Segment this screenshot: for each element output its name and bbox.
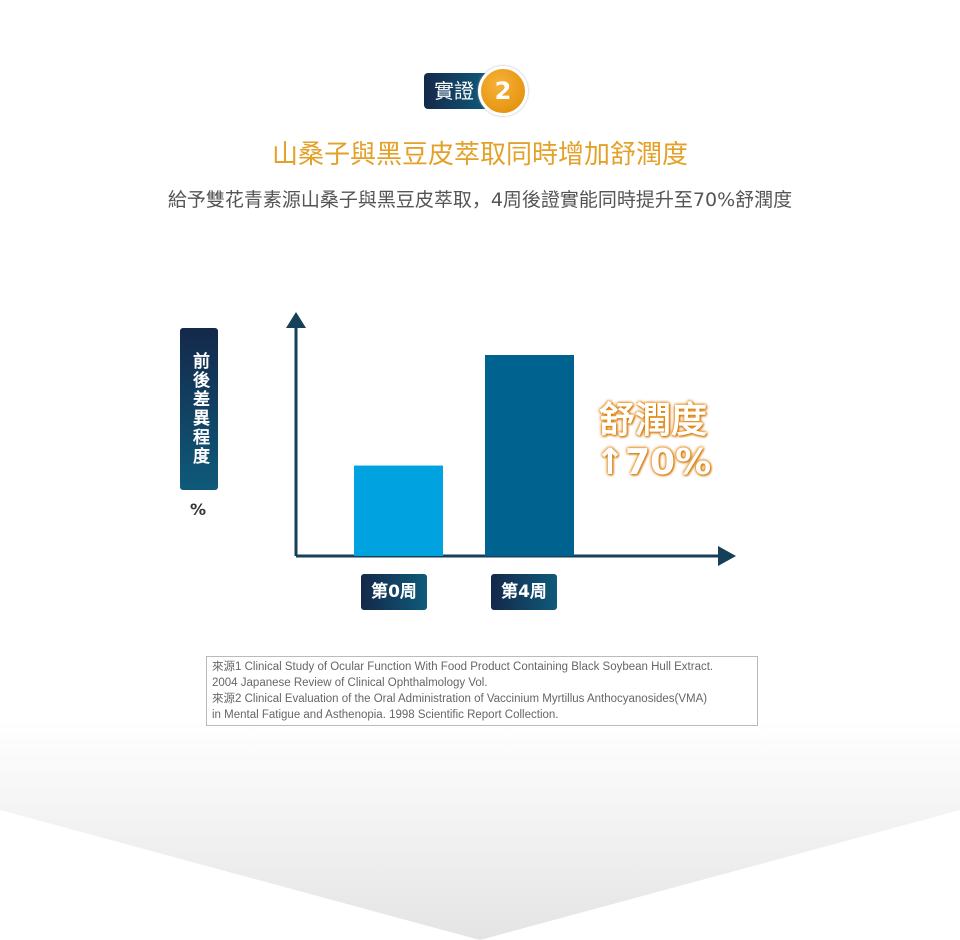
- reference-line: 來源2 Clinical Evaluation of the Oral Admi…: [212, 693, 708, 705]
- page-title: 山桑子與黑豆皮萃取同時增加舒潤度: [271, 140, 688, 170]
- y-axis-arrow: [286, 312, 306, 328]
- badge-label: 實證: [424, 73, 488, 109]
- chart-annotation: 舒潤度 ↑70%: [588, 400, 718, 484]
- evidence-badge: 實證 2: [424, 66, 528, 116]
- annotation-line2: ↑70%: [594, 442, 712, 483]
- y-axis-label: 前後差異程度: [180, 328, 218, 490]
- reference-line: in Mental Fatigue and Asthenopia. 1998 S…: [212, 709, 559, 721]
- x-tick-week4: 第4周: [491, 574, 557, 610]
- reference-line: 2004 Japanese Review of Clinical Ophthal…: [212, 677, 488, 689]
- reference-line: 來源1 Clinical Study of Ocular Function Wi…: [212, 661, 714, 673]
- annotation-line1: 舒潤度: [598, 400, 707, 441]
- x-axis-arrow: [718, 546, 736, 566]
- bar-0: [354, 465, 443, 556]
- y-axis-unit: %: [190, 500, 207, 519]
- x-tick-week0: 第0周: [361, 574, 427, 610]
- bar-1: [485, 355, 574, 556]
- page-subtitle: 給予雙花青素源山桑子與黑豆皮萃取，4周後證實能同時提升至70%舒潤度: [167, 189, 793, 211]
- references-box: 來源1 Clinical Study of Ocular Function Wi…: [206, 656, 758, 726]
- badge-number: 2: [478, 66, 528, 116]
